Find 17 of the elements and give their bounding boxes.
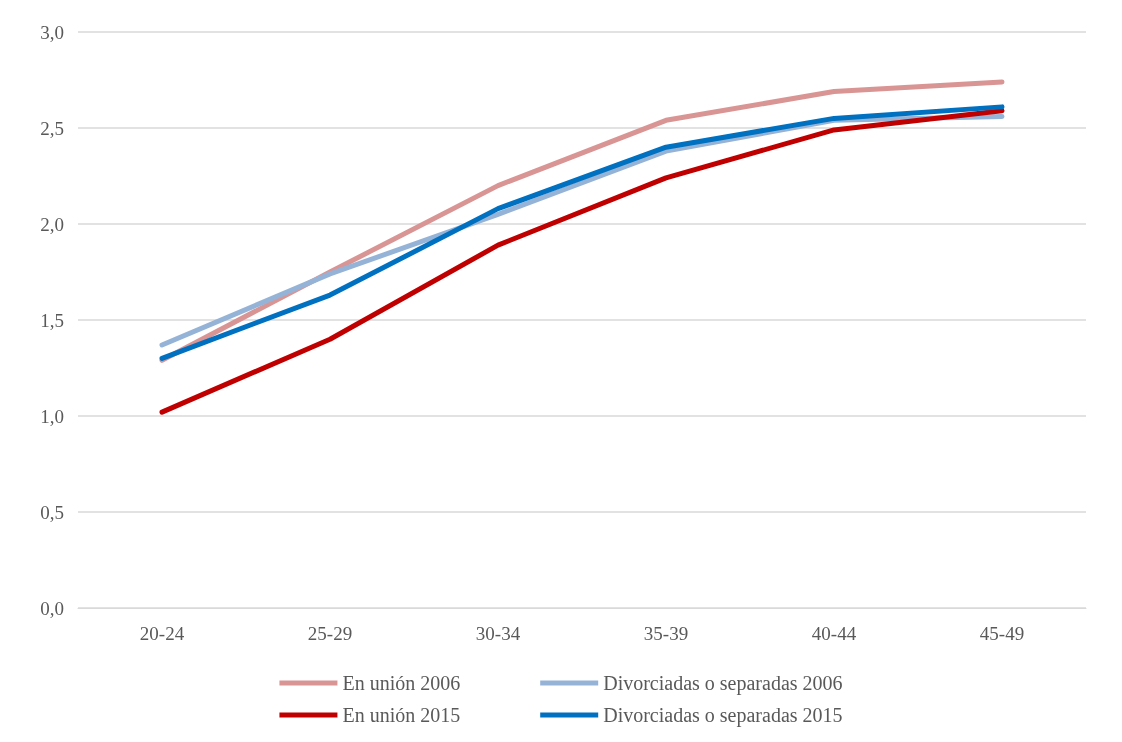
legend-label: Divorciadas o separadas 2006 xyxy=(603,672,843,695)
y-tick-label: 2,0 xyxy=(40,213,64,235)
x-tick-label: 40-44 xyxy=(811,623,857,644)
legend-label: En unión 2015 xyxy=(342,704,461,726)
y-tick-label: 3,0 xyxy=(40,21,64,43)
y-tick-label: 1,0 xyxy=(40,405,64,427)
x-tick-label: 35-39 xyxy=(643,623,689,644)
x-tick-label: 20-24 xyxy=(139,623,185,644)
x-tick-label: 25-29 xyxy=(307,623,353,644)
y-tick-label: 1,5 xyxy=(40,309,64,331)
y-tick-label: 2,5 xyxy=(40,117,64,139)
y-tick-label: 0,0 xyxy=(40,597,64,619)
legend-label: Divorciadas o separadas 2015 xyxy=(603,704,843,727)
x-tick-label: 30-34 xyxy=(475,623,521,644)
legend-label: En unión 2006 xyxy=(342,672,461,694)
x-tick-label: 45-49 xyxy=(979,623,1025,644)
y-tick-label: 0,5 xyxy=(40,501,64,523)
